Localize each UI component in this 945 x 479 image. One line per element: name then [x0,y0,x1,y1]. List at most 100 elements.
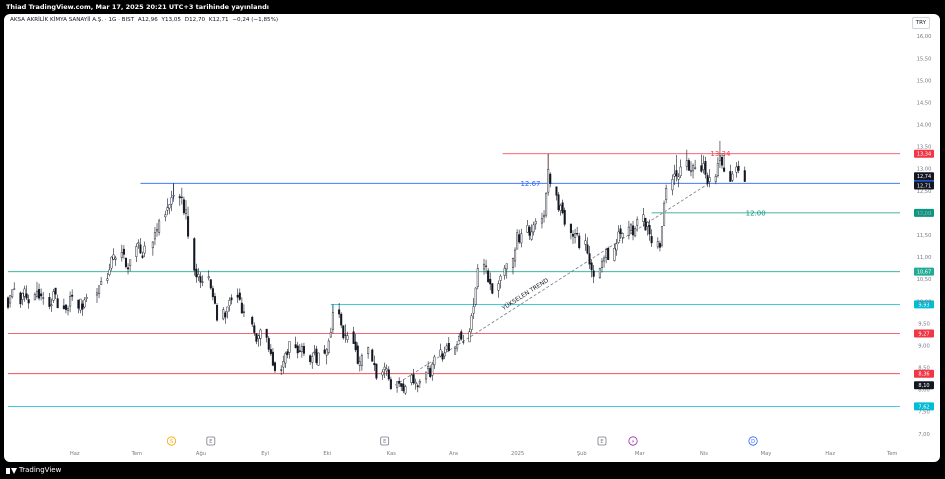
candle-body [236,294,239,298]
candle-body [137,242,140,245]
level-axis-tag-text: 8,36 [918,372,929,378]
candle-body [120,252,123,258]
candle-body [427,365,430,370]
candle-body [19,292,22,305]
candle-body [687,160,690,171]
candle-body [737,165,740,171]
trendline [394,183,708,386]
price-tag-text: 8,10 [918,383,929,389]
candle-body [201,281,204,283]
level-axis-tag-text: 12,00 [917,211,931,217]
candle-body [213,296,216,304]
candle-body [315,348,318,363]
price-tick-label: 11,50 [917,233,932,239]
time-tick-label: Ağu [196,450,206,457]
currency-button[interactable]: TRY [911,17,930,29]
level-axis-tag [914,300,934,309]
level-label: 12.00 [746,209,766,217]
candle-body [35,290,38,297]
candle-body [402,383,405,392]
candle-body [98,285,101,294]
level-axis-tag [914,267,934,276]
time-tick-label: Tem [886,451,898,457]
candle-body [38,289,41,299]
price-chart[interactable]: 13.3413,3412.6712,6712.0012,0010,679,939… [4,14,940,462]
level-axis-tag-text: 9,93 [918,302,929,308]
candle-body [584,240,587,245]
candle-body [511,258,515,268]
candle-body [404,386,407,394]
event-markers: S E E E ⚡ D [166,436,758,446]
event-marker-symbol: E [209,439,212,445]
publish-header: Thiad TradingView.com, Mar 17, 2025 20:2… [6,3,269,11]
event-marker [166,436,177,446]
candle-body [48,297,51,307]
candle-body [518,234,521,243]
candle-body [505,263,508,270]
candle-body [170,197,173,205]
candle-body [472,306,475,314]
price-tag [914,181,934,190]
candle-body [534,221,537,225]
candle-body [663,203,666,226]
candle-body [714,176,717,182]
candle-body [273,362,277,371]
candle-body [286,351,289,355]
candle-body [458,335,461,341]
candle-body [578,235,581,249]
candle-body [122,248,125,255]
candle-body [33,293,36,301]
candle-body [27,299,30,304]
candle-body [543,215,546,218]
candle-body [571,233,575,237]
candle-body [197,274,200,278]
price-tick-label: 13,00 [917,167,932,173]
candle-body [416,385,419,388]
candle-body [108,269,111,275]
candle-body [619,228,622,234]
candle-body [694,167,697,169]
candle-body [387,369,390,380]
candle-body [665,187,668,200]
candle-body [139,244,142,254]
candle-body [482,263,486,270]
time-tick-label: Nis [700,451,708,457]
candle-body [178,196,181,199]
time-tick-label: Tem [131,451,143,457]
price-tick-label: 11,00 [917,255,932,261]
candle-body [6,297,10,308]
candle-body [267,338,270,350]
price-tick-label: 15,00 [917,78,932,84]
candle-body [574,233,577,238]
footer-brand[interactable]: TradingView [19,466,62,474]
candle-body [342,325,345,339]
candle-body [545,193,548,216]
candle-body [25,293,28,299]
candle-body [441,353,444,360]
symbol-name[interactable]: AKSA AKRİLİK KİMYA SANAYİİ A.Ş. · 1G · B… [10,17,135,23]
candle-body [425,371,428,380]
time-tick-label: Ara [449,451,458,457]
candle-body [627,226,630,236]
time-tick-label: Kas [387,451,396,457]
price-tag-text: 12,74 [917,174,931,180]
candle-body [313,351,316,354]
candle-body [607,248,610,260]
candle-body [675,170,678,177]
candle-body [646,221,649,227]
candle-body [242,311,245,313]
candle-body [447,343,450,351]
candle-body [373,362,376,366]
candle-body [52,291,55,301]
candle-body [660,226,664,246]
candle-body [23,288,26,297]
level-axis-tag [914,329,934,338]
candle-body [172,195,175,197]
time-tick-label: 2025 [511,451,524,457]
price-tag-text: 12,71 [917,184,931,190]
candle-body [723,167,726,172]
candle-body [648,225,651,235]
candle-body [557,194,560,211]
candle-body [476,268,479,287]
candle-body [375,363,378,379]
